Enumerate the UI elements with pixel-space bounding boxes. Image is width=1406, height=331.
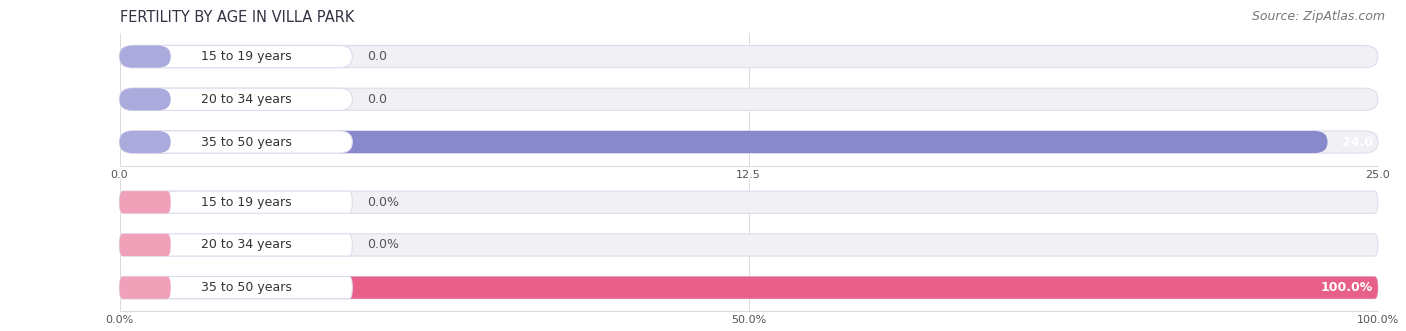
- Text: FERTILITY BY AGE IN VILLA PARK: FERTILITY BY AGE IN VILLA PARK: [120, 10, 354, 25]
- Text: 35 to 50 years: 35 to 50 years: [201, 281, 292, 294]
- Text: 0.0%: 0.0%: [367, 238, 399, 252]
- Text: 24.0: 24.0: [1341, 135, 1372, 149]
- FancyBboxPatch shape: [120, 131, 353, 153]
- FancyBboxPatch shape: [120, 88, 353, 111]
- FancyBboxPatch shape: [120, 45, 170, 68]
- Text: 0.0: 0.0: [367, 93, 388, 106]
- FancyBboxPatch shape: [120, 45, 1378, 68]
- FancyBboxPatch shape: [120, 131, 170, 153]
- FancyBboxPatch shape: [120, 234, 1378, 256]
- FancyBboxPatch shape: [120, 191, 353, 213]
- Text: 20 to 34 years: 20 to 34 years: [201, 238, 291, 252]
- FancyBboxPatch shape: [120, 276, 170, 299]
- FancyBboxPatch shape: [120, 191, 170, 213]
- FancyBboxPatch shape: [120, 131, 1378, 153]
- FancyBboxPatch shape: [120, 88, 1378, 111]
- Text: 35 to 50 years: 35 to 50 years: [201, 135, 292, 149]
- Text: 0.0: 0.0: [367, 50, 388, 63]
- Text: 100.0%: 100.0%: [1320, 281, 1372, 294]
- FancyBboxPatch shape: [120, 88, 170, 111]
- FancyBboxPatch shape: [120, 131, 1327, 153]
- FancyBboxPatch shape: [120, 276, 353, 299]
- FancyBboxPatch shape: [120, 45, 353, 68]
- Text: 20 to 34 years: 20 to 34 years: [201, 93, 291, 106]
- FancyBboxPatch shape: [120, 276, 1378, 299]
- Text: 15 to 19 years: 15 to 19 years: [201, 196, 291, 209]
- FancyBboxPatch shape: [120, 276, 1378, 299]
- Text: Source: ZipAtlas.com: Source: ZipAtlas.com: [1251, 10, 1385, 23]
- FancyBboxPatch shape: [120, 234, 353, 256]
- Text: 0.0%: 0.0%: [367, 196, 399, 209]
- FancyBboxPatch shape: [120, 191, 1378, 213]
- FancyBboxPatch shape: [120, 234, 170, 256]
- Text: 15 to 19 years: 15 to 19 years: [201, 50, 291, 63]
